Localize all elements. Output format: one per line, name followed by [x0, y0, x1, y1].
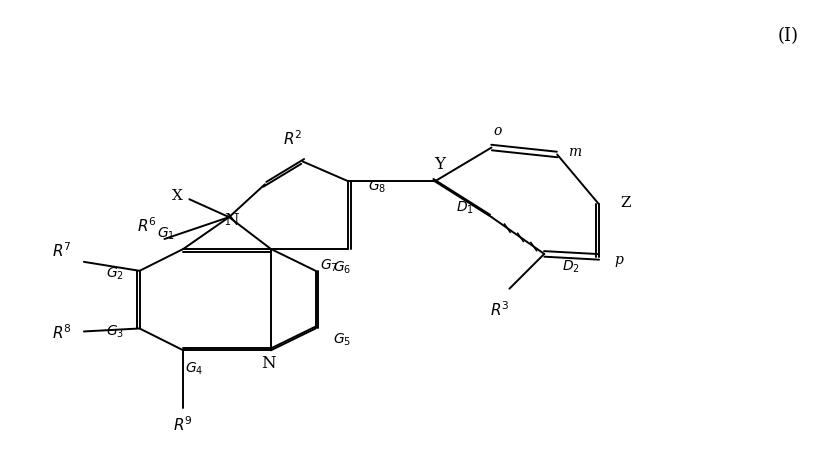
Text: m: m — [568, 144, 582, 158]
Text: $G_8$: $G_8$ — [368, 178, 387, 194]
Text: $R^7$: $R^7$ — [52, 241, 72, 260]
Text: N: N — [224, 211, 239, 228]
Text: $R^6$: $R^6$ — [136, 216, 156, 235]
Text: $G_7$: $G_7$ — [320, 257, 339, 274]
Text: $G_3$: $G_3$ — [106, 323, 124, 339]
Text: $G_1$: $G_1$ — [158, 225, 175, 242]
Text: $G_5$: $G_5$ — [334, 330, 352, 347]
Text: $G_6$: $G_6$ — [334, 259, 352, 276]
Text: p: p — [615, 252, 624, 266]
Text: $R^8$: $R^8$ — [52, 322, 72, 341]
Text: N: N — [262, 354, 276, 371]
Text: $D_2$: $D_2$ — [563, 258, 580, 275]
Text: X: X — [172, 189, 183, 203]
Text: $G_4$: $G_4$ — [185, 360, 204, 377]
Text: $R^3$: $R^3$ — [490, 299, 510, 318]
Text: o: o — [493, 123, 501, 138]
Text: $R^2$: $R^2$ — [283, 129, 302, 148]
Text: $R^9$: $R^9$ — [173, 415, 193, 433]
Text: $G_2$: $G_2$ — [106, 265, 124, 281]
Text: Z: Z — [621, 196, 631, 210]
Text: $D_1$: $D_1$ — [456, 199, 473, 216]
Text: Y: Y — [434, 156, 445, 173]
Text: (I): (I) — [777, 27, 798, 45]
